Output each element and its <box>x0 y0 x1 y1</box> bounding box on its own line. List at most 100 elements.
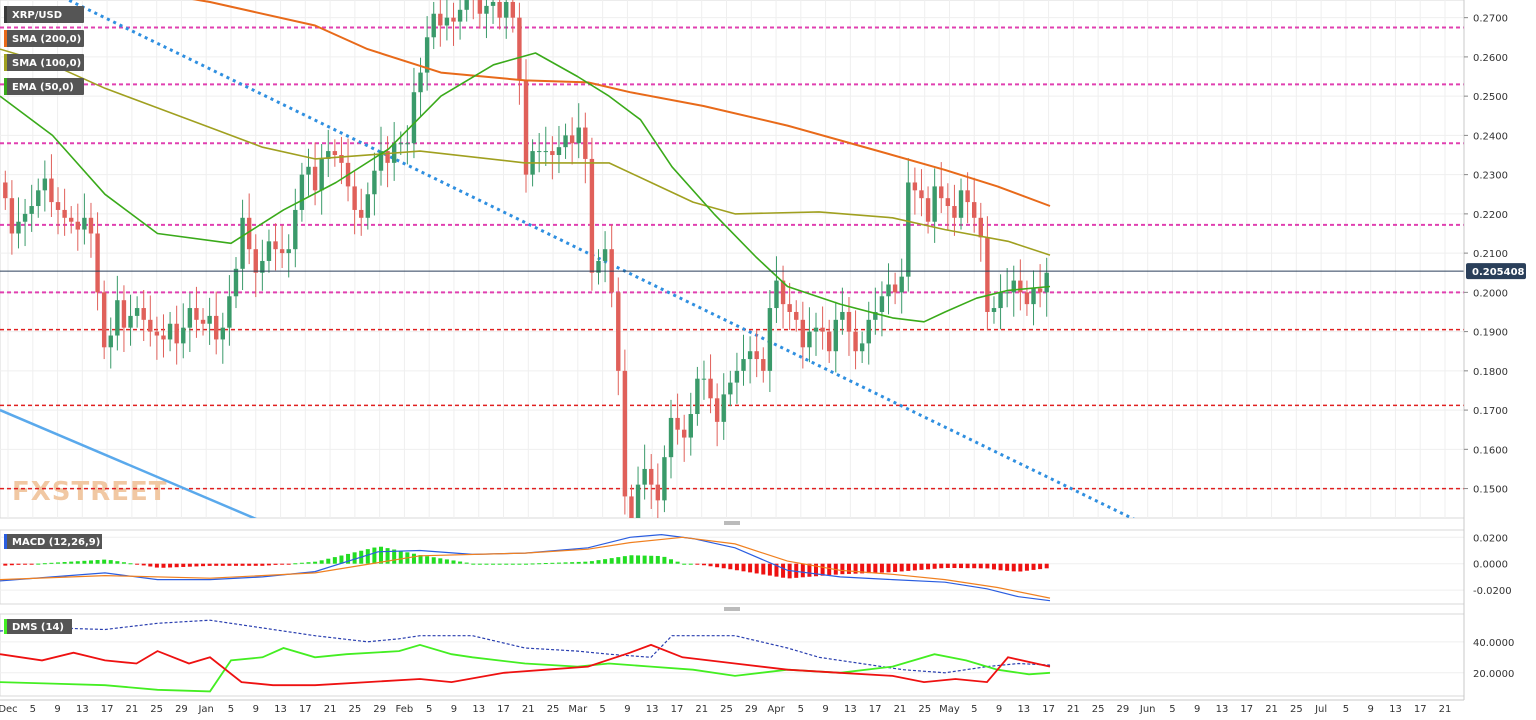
macd-bar <box>1044 563 1049 569</box>
legend-color <box>4 78 7 95</box>
macd-bar <box>240 563 245 566</box>
candle-body <box>523 80 529 175</box>
macd-bar <box>603 559 608 564</box>
macd-bar <box>464 562 469 564</box>
macd-bar <box>477 563 482 565</box>
macd-bar <box>939 563 944 569</box>
candle-body <box>174 323 179 344</box>
macd-bar <box>761 563 766 575</box>
macd-bar <box>682 563 687 565</box>
macd-bar <box>365 549 370 564</box>
macd-bar <box>576 561 581 564</box>
candle-body <box>932 186 937 222</box>
macd-bar <box>879 563 884 573</box>
macd-bar <box>247 563 252 566</box>
candle-body <box>602 249 608 261</box>
candle-body <box>167 323 173 340</box>
macd-bar <box>108 560 113 564</box>
y-tick-label: 0.2000 <box>1473 288 1508 299</box>
macd-bar <box>425 556 430 564</box>
macd-bar <box>972 563 977 569</box>
candle-body <box>635 484 641 518</box>
y-tick-label: 0.2200 <box>1473 210 1508 221</box>
trendline-dotted <box>65 0 1135 518</box>
x-tick-label: 9 <box>451 704 457 715</box>
x-tick-label: 25 <box>720 704 733 715</box>
macd-bar <box>550 562 555 564</box>
right-axis-bg <box>1464 0 1536 720</box>
legend-label: SMA (100,0) <box>12 58 81 69</box>
macd-bar <box>781 563 786 578</box>
macd-bar <box>128 563 133 565</box>
x-tick-label: 25 <box>348 704 361 715</box>
macd-bar <box>1024 563 1029 571</box>
macd-bar <box>154 563 159 568</box>
macd-bar <box>220 563 225 566</box>
macd-bar <box>543 563 548 565</box>
x-tick-label: 17 <box>101 704 114 715</box>
macd-bar <box>1005 563 1010 571</box>
macd-bar <box>306 562 311 564</box>
candle-body <box>985 237 990 312</box>
candle-body <box>246 217 252 250</box>
candle-body <box>517 17 522 81</box>
candle-body <box>622 370 628 497</box>
macd-bar <box>774 563 779 577</box>
candle-body <box>675 417 680 430</box>
candle-body <box>952 206 957 218</box>
macd-bar <box>748 563 753 573</box>
macd-bar <box>853 563 858 574</box>
macd-bar <box>642 555 647 564</box>
macd-bar <box>827 563 832 576</box>
x-tick-label: 13 <box>1216 704 1229 715</box>
macd-bar <box>932 563 937 569</box>
x-tick-label: 5 <box>599 704 605 715</box>
macd-bar <box>273 563 278 565</box>
macd-bar <box>840 563 845 575</box>
legend-color <box>4 6 7 23</box>
macd-bar <box>299 562 304 564</box>
candle-body <box>154 331 160 336</box>
candle-body <box>134 308 140 316</box>
macd-bar <box>260 563 265 566</box>
x-tick-label: 5 <box>798 704 804 715</box>
candle-body <box>991 308 997 312</box>
candle-body <box>332 151 338 156</box>
candle-body <box>260 260 265 273</box>
macd-bar <box>174 563 179 568</box>
candle-body <box>721 394 726 422</box>
legend-label: SMA (200,0) <box>12 34 81 45</box>
candle-body <box>497 1 502 18</box>
ema50-line <box>0 52 1051 323</box>
y-tick-label: -0.0200 <box>1473 586 1512 597</box>
legend-label: EMA (50,0) <box>12 82 74 93</box>
candle-body <box>879 296 885 312</box>
legend-box <box>4 619 72 634</box>
candle-body <box>899 276 904 293</box>
macd-bar <box>893 563 898 572</box>
candle-body <box>1024 292 1030 305</box>
candle-body <box>444 17 450 26</box>
macd-bar <box>23 563 28 565</box>
x-tick-label: 25 <box>1092 704 1105 715</box>
candle-body <box>714 398 720 422</box>
candle-body <box>88 217 94 234</box>
last-price-badge <box>1466 263 1526 280</box>
candle-body <box>326 151 331 159</box>
candle-body <box>286 249 291 254</box>
macd-bar <box>418 555 423 564</box>
y-tick-label: 0.1600 <box>1473 445 1508 456</box>
macd-bar <box>820 563 825 576</box>
x-tick-label: Jun <box>1139 704 1156 715</box>
macd-bar <box>16 563 21 565</box>
candle-body <box>846 311 852 332</box>
candle-body <box>794 311 799 320</box>
y-tick-label: 0.2100 <box>1473 249 1508 260</box>
macd-bar <box>438 558 443 564</box>
x-tick-label: 5 <box>228 704 234 715</box>
macd-bar <box>570 562 575 564</box>
candle-body <box>649 468 654 485</box>
macd-bar <box>88 560 93 564</box>
candle-body <box>642 468 647 485</box>
macd-bar <box>411 553 416 564</box>
